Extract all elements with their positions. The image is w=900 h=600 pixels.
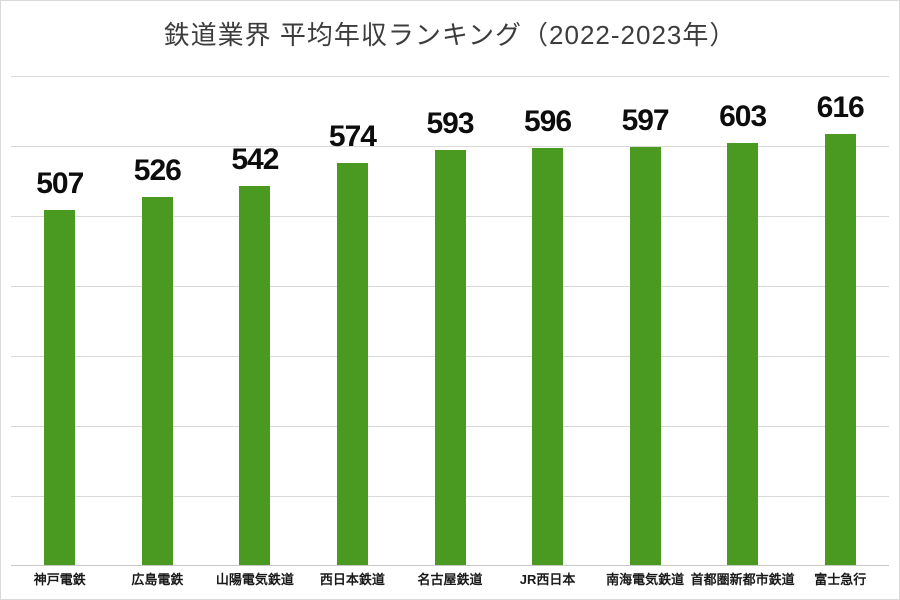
x-axis-label: 広島電鉄 [131, 572, 184, 587]
bar [239, 185, 271, 565]
bar [44, 210, 76, 565]
bar [141, 196, 173, 565]
gridline [11, 76, 889, 77]
x-axis-label: 首都圏新都市鉄道 [690, 572, 795, 587]
bar [727, 142, 759, 565]
bar-value-label: 616 [816, 90, 865, 124]
x-axis-label: 富士急行 [814, 572, 867, 587]
x-axis-label: 神戸電鉄 [33, 572, 86, 587]
x-axis-labels: 神戸電鉄 広島電鉄 山陽電気鉄道 西日本鉄道 名古屋鉄道 JR西日本 南海電気鉄道 首都圏新都… [11, 572, 889, 592]
bar-value-label: 526 [133, 153, 182, 187]
bar [824, 133, 856, 565]
bar-value-label: 574 [328, 120, 377, 154]
x-axis-label: 南海電気鉄道 [606, 572, 685, 587]
bar-value-label: 507 [36, 167, 84, 201]
bar-value-label: 603 [719, 99, 767, 133]
bar-value-label: 597 [621, 104, 670, 138]
x-axis-label: 山陽電気鉄道 [215, 572, 294, 587]
x-axis-label: 名古屋鉄道 [417, 572, 483, 587]
bar [336, 163, 368, 565]
bar-value-label: 596 [524, 104, 572, 138]
bar [629, 147, 661, 565]
chart-title: 鉄道業界 平均年収ランキング（2022-2023年） [163, 20, 737, 50]
bar-value-label: 593 [426, 106, 474, 140]
bar [434, 149, 466, 565]
x-axis-line [11, 565, 889, 566]
bar-value-label: 542 [231, 142, 279, 176]
bar [532, 147, 564, 565]
x-axis-label: 西日本鉄道 [319, 572, 385, 587]
gridline [11, 146, 889, 147]
x-axis-label: JR西日本 [519, 572, 576, 587]
plot-area: 507 526 542 574 593 596 597 603 616 [11, 76, 889, 566]
